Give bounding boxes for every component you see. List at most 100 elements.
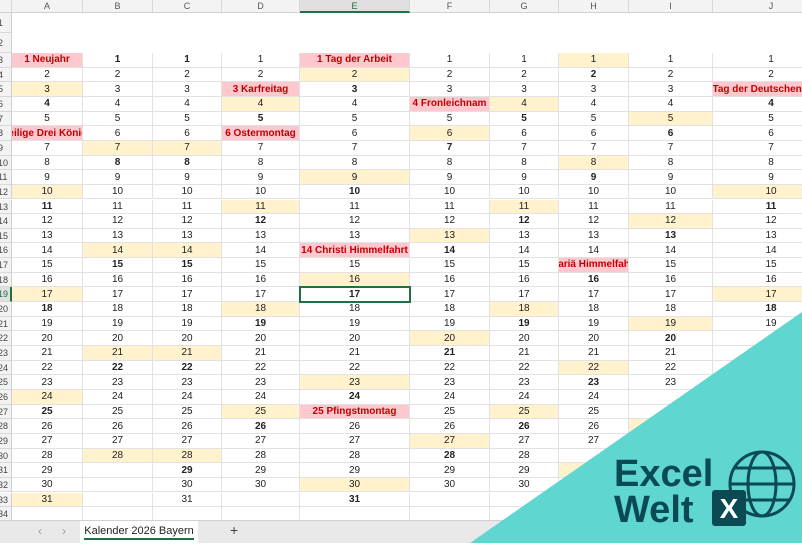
day-cell[interactable]: 22 xyxy=(12,360,83,376)
day-cell[interactable]: 19 xyxy=(222,316,300,332)
row-header-22[interactable]: 22 xyxy=(0,331,12,346)
day-cell[interactable]: 29 xyxy=(300,463,410,478)
row-header-13[interactable]: 13 xyxy=(0,199,12,215)
day-cell[interactable]: 17 xyxy=(629,287,713,303)
day-cell[interactable]: 25 xyxy=(410,404,490,420)
day-cell[interactable]: 7 xyxy=(153,140,222,156)
day-cell[interactable]: 26 xyxy=(153,419,222,434)
day-cell[interactable]: 20 xyxy=(12,331,83,346)
day-cell[interactable] xyxy=(83,492,153,508)
day-cell[interactable]: 13 xyxy=(300,228,410,244)
day-cell[interactable]: 13 xyxy=(713,229,802,244)
day-cell[interactable]: 10 xyxy=(490,184,559,200)
day-cell[interactable]: 8 xyxy=(12,155,83,171)
day-cell[interactable]: 7 xyxy=(490,140,559,156)
row-header-17[interactable]: 17 xyxy=(0,258,12,273)
day-cell[interactable]: 8 xyxy=(222,155,300,171)
day-cell[interactable]: 13 xyxy=(410,228,490,244)
row-header-26[interactable]: 26 xyxy=(0,389,12,405)
column-header-F[interactable]: F xyxy=(410,0,490,13)
day-cell[interactable] xyxy=(629,404,713,420)
day-cell[interactable]: 6 xyxy=(559,126,629,141)
add-sheet-button[interactable]: + xyxy=(230,522,239,538)
day-cell[interactable]: 18 xyxy=(490,302,559,317)
day-cell[interactable]: 21 xyxy=(300,346,410,361)
day-cell[interactable] xyxy=(713,405,802,420)
day-cell[interactable]: 7 xyxy=(83,140,153,156)
column-header-J[interactable]: J xyxy=(713,0,802,13)
day-cell[interactable]: 21 xyxy=(559,346,629,361)
active-cell-E19[interactable] xyxy=(299,286,411,304)
day-cell[interactable]: 24 xyxy=(559,389,629,405)
day-cell[interactable]: 23 xyxy=(300,375,410,390)
day-cell[interactable] xyxy=(713,331,802,346)
day-cell[interactable]: Heilige Drei Könige xyxy=(12,126,83,141)
day-cell[interactable]: 22 xyxy=(629,360,713,376)
row-header-25[interactable]: 25 xyxy=(0,375,12,390)
day-cell[interactable]: 18 xyxy=(629,302,713,317)
day-cell[interactable]: 11 xyxy=(12,199,83,215)
day-cell[interactable]: 7 xyxy=(222,140,300,156)
day-cell[interactable]: 9 xyxy=(559,170,629,185)
day-cell[interactable]: 14 xyxy=(410,243,490,259)
day-cell[interactable]: 13 xyxy=(629,228,713,244)
day-cell[interactable]: 29 xyxy=(153,463,222,478)
day-cell[interactable]: 3 xyxy=(83,82,153,97)
day-cell[interactable]: 27 xyxy=(559,433,629,449)
day-cell[interactable]: 3 xyxy=(559,82,629,97)
day-cell[interactable]: 19 xyxy=(410,316,490,332)
day-cell[interactable]: 6 Ostermontag xyxy=(222,126,300,141)
day-cell[interactable]: 5 xyxy=(83,111,153,127)
day-cell[interactable]: 16 xyxy=(12,272,83,288)
day-cell[interactable]: 23 xyxy=(559,375,629,390)
day-cell[interactable] xyxy=(559,492,629,508)
day-cell[interactable] xyxy=(629,448,713,464)
day-cell[interactable]: 22 xyxy=(300,360,410,376)
day-cell[interactable]: 14 xyxy=(83,243,153,259)
day-cell[interactable]: 15 xyxy=(490,258,559,273)
day-cell[interactable]: 2 xyxy=(153,67,222,83)
day-cell[interactable]: 4 xyxy=(153,96,222,112)
day-cell[interactable]: 5 xyxy=(222,111,300,127)
day-cell[interactable]: 11 xyxy=(300,199,410,215)
day-cell[interactable]: 24 xyxy=(410,389,490,405)
day-cell[interactable]: 20 xyxy=(83,331,153,346)
day-cell[interactable]: 15 xyxy=(629,258,713,273)
day-cell[interactable]: 28 xyxy=(153,448,222,464)
day-cell[interactable]: 12 xyxy=(410,214,490,229)
day-cell[interactable]: 26 xyxy=(222,419,300,434)
day-cell[interactable]: 6 xyxy=(490,126,559,141)
row-header-4[interactable]: 4 xyxy=(0,67,12,83)
day-cell[interactable]: 21 xyxy=(153,346,222,361)
day-cell[interactable]: 16 xyxy=(713,273,802,288)
row-header-12[interactable]: 12 xyxy=(0,184,12,200)
day-cell[interactable]: 15 xyxy=(713,258,802,273)
column-header-G[interactable]: G xyxy=(490,0,559,13)
row-header-18[interactable]: 18 xyxy=(0,272,12,288)
day-cell[interactable]: 23 xyxy=(83,375,153,390)
day-cell[interactable]: 27 xyxy=(410,433,490,449)
day-cell[interactable]: 12 xyxy=(300,214,410,229)
day-cell[interactable]: 21 xyxy=(410,346,490,361)
day-cell[interactable]: 5 xyxy=(153,111,222,127)
day-cell[interactable]: 9 xyxy=(153,170,222,185)
day-cell[interactable]: 26 xyxy=(12,419,83,434)
day-cell[interactable]: 5 xyxy=(300,111,410,127)
row-header-14[interactable]: 14 xyxy=(0,214,12,229)
day-cell[interactable]: Mariä Himmelfahrt xyxy=(559,258,629,273)
day-cell[interactable]: 9 xyxy=(300,170,410,185)
day-cell[interactable]: 6 xyxy=(83,126,153,141)
day-cell[interactable]: 17 xyxy=(83,287,153,303)
day-cell[interactable]: 1 xyxy=(83,53,153,68)
day-cell[interactable]: 24 xyxy=(12,389,83,405)
day-cell[interactable]: 18 xyxy=(12,302,83,317)
day-cell[interactable]: 26 xyxy=(410,419,490,434)
day-cell[interactable]: 19 xyxy=(713,317,802,332)
day-cell[interactable]: 26 xyxy=(83,419,153,434)
day-cell[interactable]: 4 xyxy=(559,96,629,112)
day-cell[interactable] xyxy=(713,463,802,478)
day-cell[interactable]: 19 xyxy=(490,316,559,332)
day-cell[interactable]: 9 xyxy=(629,170,713,185)
day-cell[interactable]: 12 xyxy=(490,214,559,229)
day-cell[interactable]: 9 xyxy=(222,170,300,185)
